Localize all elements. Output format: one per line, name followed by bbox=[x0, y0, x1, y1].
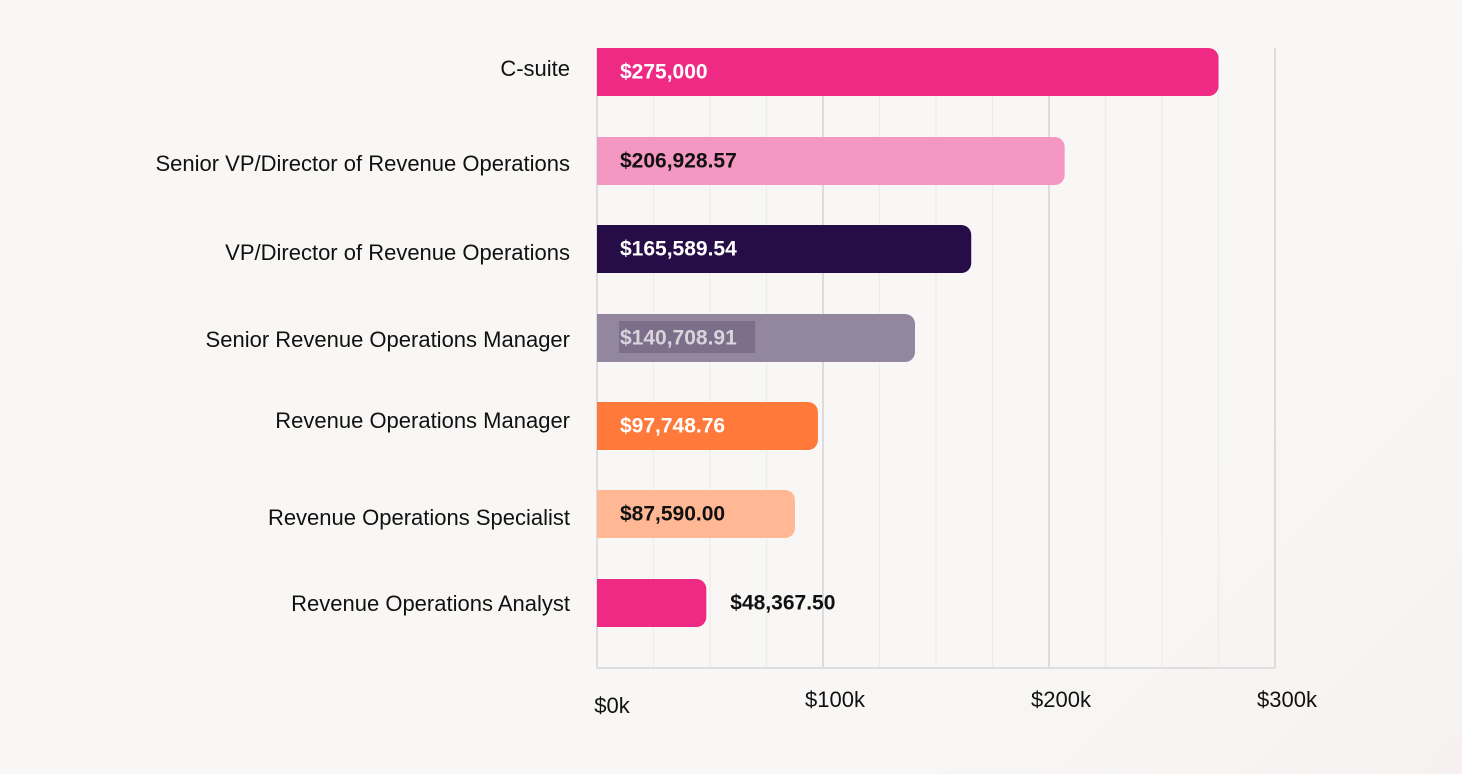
x-tick-label: $100k bbox=[805, 687, 866, 712]
category-label: VP/Director of Revenue Operations bbox=[225, 240, 570, 265]
category-label: Revenue Operations Analyst bbox=[291, 591, 570, 616]
value-label: $206,928.57 bbox=[620, 150, 737, 173]
x-tick-label: $300k bbox=[1257, 687, 1318, 712]
bar bbox=[597, 137, 1065, 185]
x-tick-label: $0k bbox=[594, 693, 630, 718]
value-label: $87,590.00 bbox=[620, 503, 725, 526]
value-label-highlight bbox=[619, 321, 756, 353]
value-label: $165,589.54 bbox=[620, 238, 737, 261]
bar bbox=[597, 48, 1219, 96]
bar bbox=[597, 402, 818, 450]
bar bbox=[597, 579, 707, 627]
category-label: C-suite bbox=[500, 56, 570, 81]
value-label: $48,367.50 bbox=[730, 592, 835, 615]
category-label: Revenue Operations Manager bbox=[275, 408, 570, 433]
value-label: $275,000 bbox=[620, 61, 708, 84]
bar bbox=[597, 225, 972, 273]
value-label: $140,708.91 bbox=[620, 327, 737, 350]
value-label: $97,748.76 bbox=[620, 415, 725, 438]
category-label: Senior Revenue Operations Manager bbox=[206, 327, 570, 352]
category-label: Senior VP/Director of Revenue Operations bbox=[155, 151, 570, 176]
bar bbox=[597, 490, 795, 538]
category-label: Revenue Operations Specialist bbox=[268, 505, 570, 530]
x-tick-label: $200k bbox=[1031, 687, 1092, 712]
